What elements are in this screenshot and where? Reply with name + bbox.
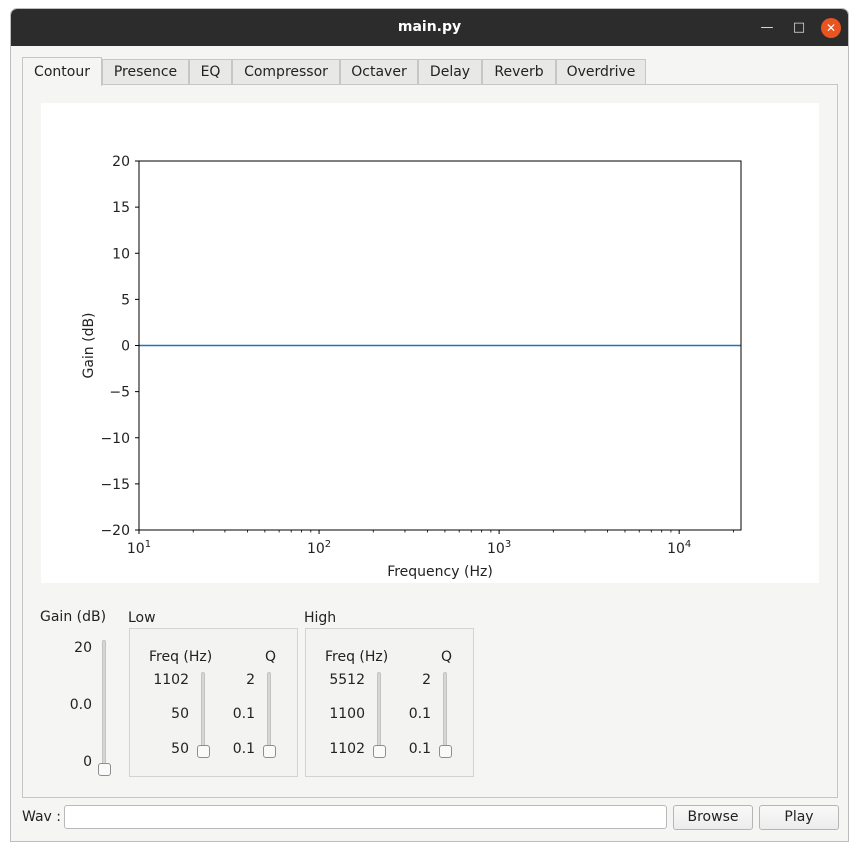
gain-mid-label: 0.0 [69,697,92,713]
tab-presence[interactable]: Presence [102,59,189,85]
low-q-slider[interactable] [262,672,276,758]
high-q-min-label: 0.1 [408,741,431,757]
high-freq-title: Freq (Hz) [325,649,389,665]
low-freq-slider-handle[interactable] [196,745,210,758]
high-freq-max-label: 5512 [329,672,365,688]
window-title: main.py [397,19,462,35]
y-tick-label: −5 [109,385,130,401]
gain-title: Gain (dB) [40,609,107,625]
high-freq-min-label: 1102 [329,741,365,757]
gain-slider-handle[interactable] [97,763,111,776]
app-window: main.py — □ ✕ Contour Presence EQ Compre… [10,8,849,842]
close-icon[interactable]: ✕ [821,18,841,38]
tab-delay[interactable]: Delay [418,59,482,85]
y-tick-label: 5 [121,292,130,308]
low-q-mid-label: 0.1 [232,706,255,722]
y-tick-label: 15 [112,200,130,216]
contour-tab-pane: 20 15 10 5 0 −5 −10 −15 −20 101 102 103 104 Frequency… [22,84,838,798]
x-tick-label: 102 [307,539,331,557]
tab-contour[interactable]: Contour [22,57,102,86]
x-axis-label: Frequency (Hz) [387,564,493,580]
tab-eq[interactable]: EQ [189,59,232,85]
low-freq-title: Freq (Hz) [149,649,213,665]
low-freq-slider[interactable] [196,672,210,758]
high-group: Freq (Hz) 5512 1100 1102 Q 2 0.1 0.1 [305,628,474,777]
frequency-response-plot: 20 15 10 5 0 −5 −10 −15 −20 101 102 103 104 Frequency… [41,103,819,583]
y-tick-label: 10 [112,246,130,262]
tab-compressor[interactable]: Compressor [232,59,340,85]
x-tick-label: 101 [127,539,151,557]
tab-overdrive[interactable]: Overdrive [556,59,646,85]
low-q-title: Q [265,649,277,665]
gain-max-label: 20 [74,640,92,656]
tab-reverb[interactable]: Reverb [482,59,556,85]
high-q-mid-label: 0.1 [408,706,431,722]
y-axis-label: Gain (dB) [81,312,97,378]
low-freq-min-label: 50 [171,741,189,757]
high-q-slider[interactable] [438,672,452,758]
low-q-min-label: 0.1 [232,741,255,757]
x-tick-label: 104 [667,539,691,557]
y-tick-label: 0 [121,339,130,355]
browse-button[interactable]: Browse [673,805,753,830]
high-q-title: Q [441,649,453,665]
high-q-slider-handle[interactable] [438,745,452,758]
high-freq-mid-label: 1100 [329,706,365,722]
y-tick-label: −15 [100,477,130,493]
low-freq-mid-label: 50 [171,706,189,722]
title-bar[interactable]: main.py — □ ✕ [11,9,848,46]
y-tick-label: 20 [112,154,130,170]
y-tick-label: −10 [100,431,130,447]
low-group: Freq (Hz) 1102 50 50 Q 2 0.1 0.1 [129,628,298,777]
wav-label: Wav : [22,809,61,825]
gain-slider[interactable] [97,640,111,776]
wav-path-input[interactable] [64,805,667,829]
high-q-max-label: 2 [422,672,431,688]
high-group-title: High [304,610,337,626]
maximize-icon[interactable]: □ [792,20,806,35]
low-freq-max-label: 1102 [153,672,189,688]
y-tick-label: −20 [100,523,130,539]
play-button[interactable]: Play [759,805,839,830]
gain-min-label: 0 [83,754,92,770]
low-group-title: Low [128,610,156,626]
high-freq-slider-handle[interactable] [372,745,386,758]
high-freq-slider[interactable] [372,672,386,758]
minimize-icon[interactable]: — [760,20,774,35]
low-q-slider-handle[interactable] [262,745,276,758]
x-tick-label: 103 [487,539,511,557]
low-q-max-label: 2 [246,672,255,688]
tab-octaver[interactable]: Octaver [340,59,418,85]
